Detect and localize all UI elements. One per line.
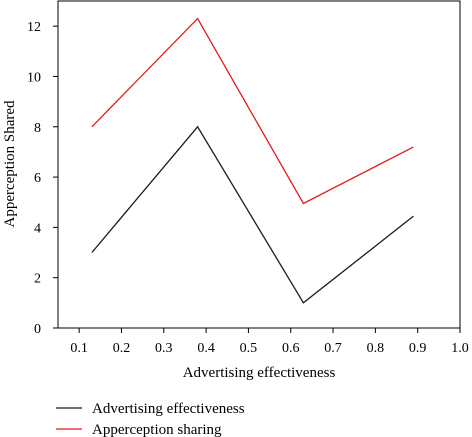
- x-tick-label: 0.2: [113, 341, 131, 356]
- legend-label: Advertising effectiveness: [92, 401, 245, 417]
- series-line-0: [91, 125, 414, 304]
- legend-entry: Advertising effectiveness: [56, 401, 245, 417]
- x-tick-label: 1.0: [451, 341, 469, 356]
- y-tick-label: 6: [34, 171, 41, 186]
- series-layer: [91, 17, 414, 304]
- y-axis-label: Apperception Shared: [2, 100, 18, 228]
- series-line-1: [91, 17, 414, 205]
- x-tick-label: 0.9: [409, 341, 427, 356]
- x-tick-label: 0.8: [367, 341, 385, 356]
- y-tick-label: 4: [34, 221, 41, 236]
- x-tick-label: 0.6: [282, 341, 300, 356]
- x-tick-label: 0.5: [240, 341, 258, 356]
- x-axis-label: Advertising effectiveness: [183, 365, 336, 381]
- x-tick-label: 0.7: [324, 341, 342, 356]
- x-axis-ticks: 0.1 0.2 0.3 0.4 0.5 0.6 0.7 0.8 0.9 1.0: [70, 328, 469, 356]
- legend: Advertising effectiveness Apperception s…: [56, 401, 245, 437]
- y-tick-label: 12: [27, 20, 41, 35]
- y-axis-ticks: 0 2 4 6 8 10 12: [27, 20, 58, 337]
- y-tick-label: 0: [34, 322, 41, 337]
- y-tick-label: 2: [34, 272, 41, 287]
- y-tick-label: 10: [27, 70, 41, 85]
- y-tick-label: 8: [34, 121, 41, 136]
- x-tick-label: 0.4: [197, 341, 215, 356]
- legend-entry: Apperception sharing: [56, 422, 222, 437]
- x-tick-label: 0.1: [70, 341, 88, 356]
- plot-frame: [57, 0, 461, 329]
- x-tick-label: 0.3: [155, 341, 173, 356]
- legend-label: Apperception sharing: [92, 422, 222, 437]
